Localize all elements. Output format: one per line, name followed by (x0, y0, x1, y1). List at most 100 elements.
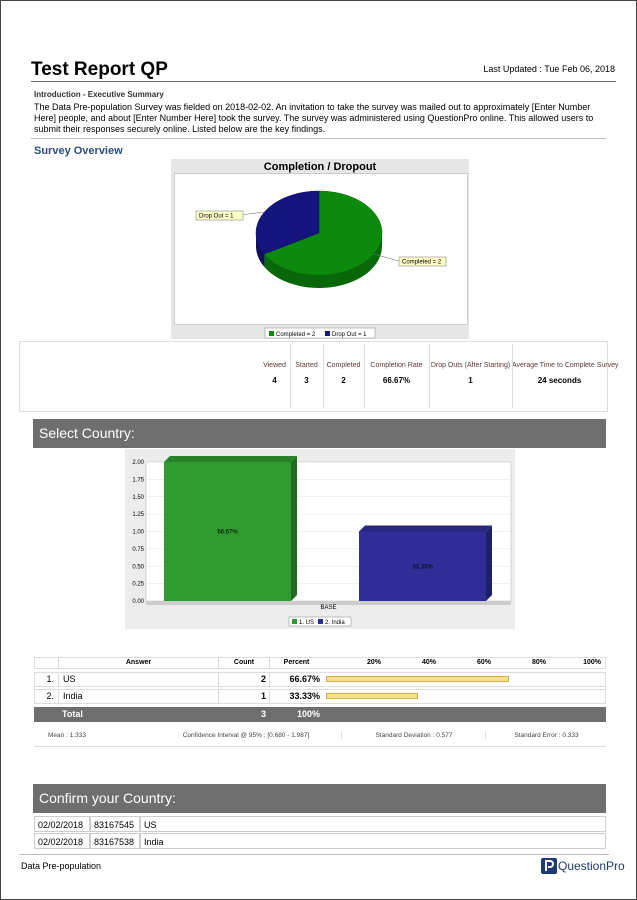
y-tick-label: 2.00 (132, 460, 144, 466)
y-tick-label: 0.75 (132, 547, 144, 553)
legend-label: Drop Out = 1 (332, 332, 367, 338)
table-row (34, 672, 606, 687)
legend-swatch (292, 619, 297, 624)
response-cell: 83167538 (90, 833, 140, 849)
percent-bar (326, 676, 510, 682)
stat: Confidence Interval @ 95% : [0.680 - 1.9… (182, 732, 310, 739)
logo-icon (541, 858, 557, 874)
divider (512, 344, 513, 408)
legend-swatch (269, 331, 274, 336)
stats-box (19, 341, 608, 412)
header-row (34, 657, 606, 669)
percent-bar (326, 693, 418, 699)
report-title: Test Report QP (31, 59, 168, 80)
answer: India (58, 689, 218, 704)
footer-text: Data Pre-population (21, 861, 102, 871)
y-tick-label: 0.50 (132, 564, 144, 570)
callout-label: Completed = 2 (402, 260, 442, 266)
legend-label: 1. US (299, 620, 314, 626)
y-tick-label: 1.50 (132, 495, 144, 501)
stat-value: 4 (272, 376, 277, 385)
stat-value: 66.67% (382, 376, 411, 385)
scale-label: 60% (476, 659, 491, 666)
response-cell: US (140, 816, 606, 832)
bar-side (486, 525, 492, 601)
bar-top (164, 456, 297, 462)
response-cell: India (140, 833, 606, 849)
stat-value: 24 seconds (537, 376, 582, 385)
legend-swatch (318, 619, 323, 624)
stat-value: 3 (304, 376, 309, 385)
total-row (34, 707, 606, 722)
rule (31, 81, 616, 82)
scale-label: 40% (421, 659, 436, 666)
callout-line (239, 211, 265, 216)
row-number: 2. (46, 691, 54, 701)
bar (359, 531, 486, 601)
stat-header: Completed (326, 362, 361, 369)
legend-label: Completed = 2 (276, 332, 316, 338)
stats-row (34, 727, 606, 747)
pie-side (264, 233, 382, 288)
floor (146, 601, 511, 605)
response-cell: 02/02/2018 (34, 833, 90, 849)
section-bar: Select Country: (33, 419, 606, 448)
divider (323, 344, 324, 408)
chart-title: Completion / Dropout (264, 161, 377, 173)
divider (290, 344, 291, 408)
legend-box (264, 327, 376, 339)
divider (429, 344, 430, 408)
scale-label: 80% (531, 659, 546, 666)
bar-top (359, 525, 492, 532)
table-row (34, 689, 606, 704)
stat: Mean : 1.333 (48, 732, 86, 739)
stat: Standard Deviation : 0.577 (341, 732, 486, 739)
column-header: Answer (58, 657, 218, 669)
column-header: Percent (269, 657, 323, 669)
stat-header: Average Time to Complete Survey (512, 362, 619, 369)
callout-box (398, 256, 447, 267)
stat-value: 1 (468, 376, 473, 385)
legend-swatch (325, 331, 330, 336)
pie-side (256, 233, 265, 267)
intro-heading: Introduction - Executive Summary (34, 90, 164, 99)
divider (364, 344, 365, 408)
row-number: 1. (46, 674, 54, 684)
response-cell: 83167545 (90, 816, 140, 832)
chart: Completion / Dropout Completed = 2 Drop Ou… (195, 161, 447, 339)
answer: US (58, 672, 218, 687)
callout-line (373, 253, 400, 262)
y-tick-label: 0.00 (132, 599, 144, 605)
y-tick-label: 1.00 (132, 530, 144, 536)
response-cell: 02/02/2018 (34, 816, 90, 832)
bar (164, 462, 291, 601)
total-percent: 100% (296, 709, 320, 719)
stat-header: Drop Outs (After Starting) (430, 362, 511, 369)
scale-label: 100% (583, 659, 601, 666)
intro-text: The Data Pre-population Survey was field… (34, 102, 594, 134)
logo-text: QuestionPro (558, 859, 625, 873)
percent: 33.33% (269, 689, 323, 704)
stat-value: 2 (341, 376, 346, 385)
count: 1 (218, 689, 269, 704)
callout-label: Drop Out = 1 (199, 214, 234, 220)
value-label: 66.67% (217, 530, 238, 536)
value-label: 33.33% (412, 564, 433, 570)
y-tick-label: 1.25 (132, 512, 144, 518)
stat-header: Completion Rate (370, 362, 423, 369)
y-tick-label: 0.25 (132, 582, 144, 588)
column-header: Count (218, 657, 269, 669)
bar-side (291, 456, 297, 601)
section-heading: Survey Overview (34, 145, 123, 157)
count: 2 (218, 672, 269, 687)
total-count: 3 (260, 709, 266, 719)
percent: 66.67% (269, 672, 323, 687)
total-label: Total (62, 709, 83, 719)
callout-box (195, 210, 244, 221)
legend-label: 2. India (325, 620, 345, 626)
stat: Standard Error : 0.333 (485, 732, 607, 739)
scale-label: 20% (366, 659, 381, 666)
chart: 0.00 0.25 0.50 0.75 1.00 1.25 1.50 1.75 2.00 BASE… (132, 456, 512, 627)
last-updated: Last Updated : Tue Feb 06, 2018 (483, 64, 615, 74)
